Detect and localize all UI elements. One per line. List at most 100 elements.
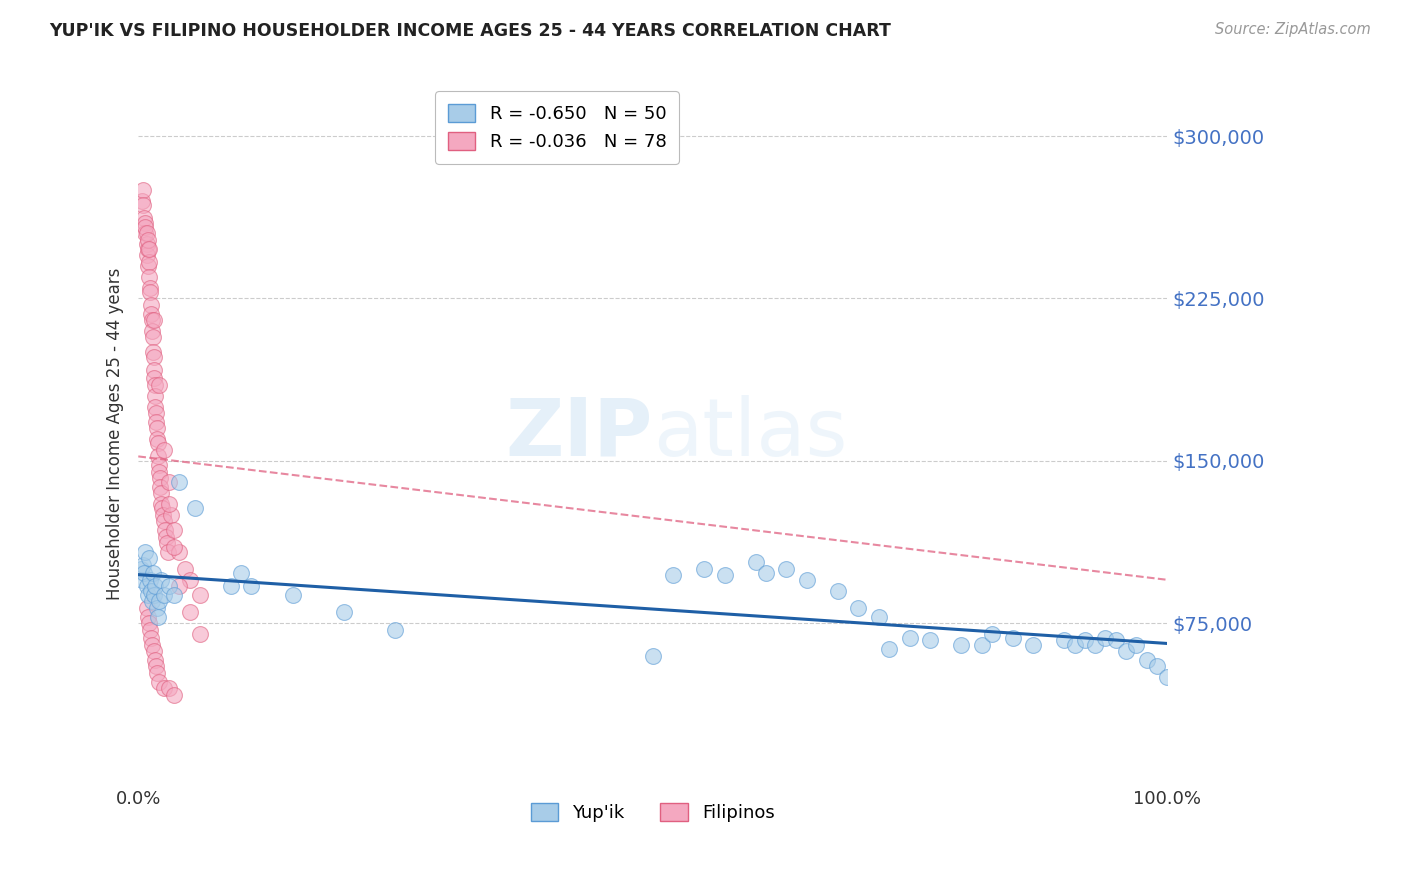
Point (138, 242, 160, 256)
Point (143, 400, 166, 414)
Point (153, 588, 176, 602)
Point (146, 432, 169, 446)
Point (868, 609, 890, 624)
Point (142, 588, 165, 602)
Point (641, 648, 664, 663)
Point (155, 529, 177, 543)
Point (146, 665, 169, 680)
Point (143, 389, 166, 403)
Point (146, 421, 169, 435)
Point (139, 298, 162, 312)
Point (145, 659, 167, 673)
Point (134, 219, 156, 234)
Point (231, 566, 253, 581)
Text: atlas: atlas (652, 394, 846, 473)
Point (281, 588, 304, 602)
Point (153, 523, 176, 537)
Point (188, 588, 211, 602)
Point (1156, 670, 1178, 684)
Point (879, 642, 901, 657)
Point (1084, 638, 1107, 652)
Point (149, 486, 172, 500)
Point (131, 194, 153, 208)
Point (134, 544, 156, 558)
Point (149, 497, 172, 511)
Point (142, 313, 165, 327)
Point (136, 242, 159, 256)
Point (143, 579, 166, 593)
Point (138, 623, 160, 637)
Point (131, 562, 153, 576)
Text: Source: ZipAtlas.com: Source: ZipAtlas.com (1215, 22, 1371, 37)
Point (148, 465, 170, 479)
Point (139, 583, 162, 598)
Point (148, 458, 170, 472)
Point (146, 436, 169, 450)
Point (160, 508, 183, 522)
Point (132, 183, 155, 197)
Point (1125, 638, 1147, 652)
Point (136, 259, 159, 273)
Point (138, 280, 160, 294)
Point (755, 566, 778, 581)
Point (142, 345, 165, 359)
Point (142, 363, 165, 377)
Point (744, 556, 766, 570)
Point (141, 638, 163, 652)
Point (1104, 633, 1126, 648)
Point (1135, 653, 1157, 667)
Point (775, 562, 797, 576)
Point (898, 632, 921, 646)
Point (149, 471, 172, 485)
Point (662, 568, 685, 582)
Point (148, 594, 170, 608)
Point (134, 566, 156, 581)
Point (1063, 638, 1085, 652)
Point (796, 573, 818, 587)
Point (149, 573, 172, 587)
Point (950, 638, 973, 652)
Point (145, 406, 167, 420)
Point (146, 601, 169, 615)
Point (135, 248, 157, 262)
Point (138, 616, 160, 631)
Point (156, 536, 179, 550)
Text: ZIP: ZIP (505, 394, 652, 473)
Point (713, 568, 735, 582)
Point (219, 579, 242, 593)
Point (139, 306, 162, 320)
Point (141, 313, 163, 327)
Point (134, 216, 156, 230)
Point (132, 198, 155, 212)
Point (1022, 638, 1045, 652)
Point (136, 609, 159, 624)
Point (135, 237, 157, 252)
Point (693, 562, 716, 576)
Point (134, 211, 156, 226)
Point (136, 588, 159, 602)
Point (138, 254, 160, 268)
Point (169, 579, 191, 593)
Point (163, 588, 186, 602)
Point (138, 269, 160, 284)
Point (163, 688, 186, 702)
Point (143, 653, 166, 667)
Point (827, 583, 849, 598)
Y-axis label: Householder Income Ages 25 - 44 years: Householder Income Ages 25 - 44 years (107, 268, 124, 599)
Point (153, 514, 176, 528)
Point (136, 233, 159, 247)
Point (142, 350, 165, 364)
Point (1001, 632, 1024, 646)
Point (134, 227, 156, 241)
Point (179, 573, 201, 587)
Point (1094, 632, 1116, 646)
Point (153, 681, 176, 695)
Point (157, 497, 180, 511)
Point (149, 480, 172, 494)
Point (184, 501, 207, 516)
Point (1115, 644, 1137, 658)
Point (142, 371, 165, 385)
Point (163, 523, 186, 537)
Point (157, 475, 180, 490)
Point (157, 544, 180, 558)
